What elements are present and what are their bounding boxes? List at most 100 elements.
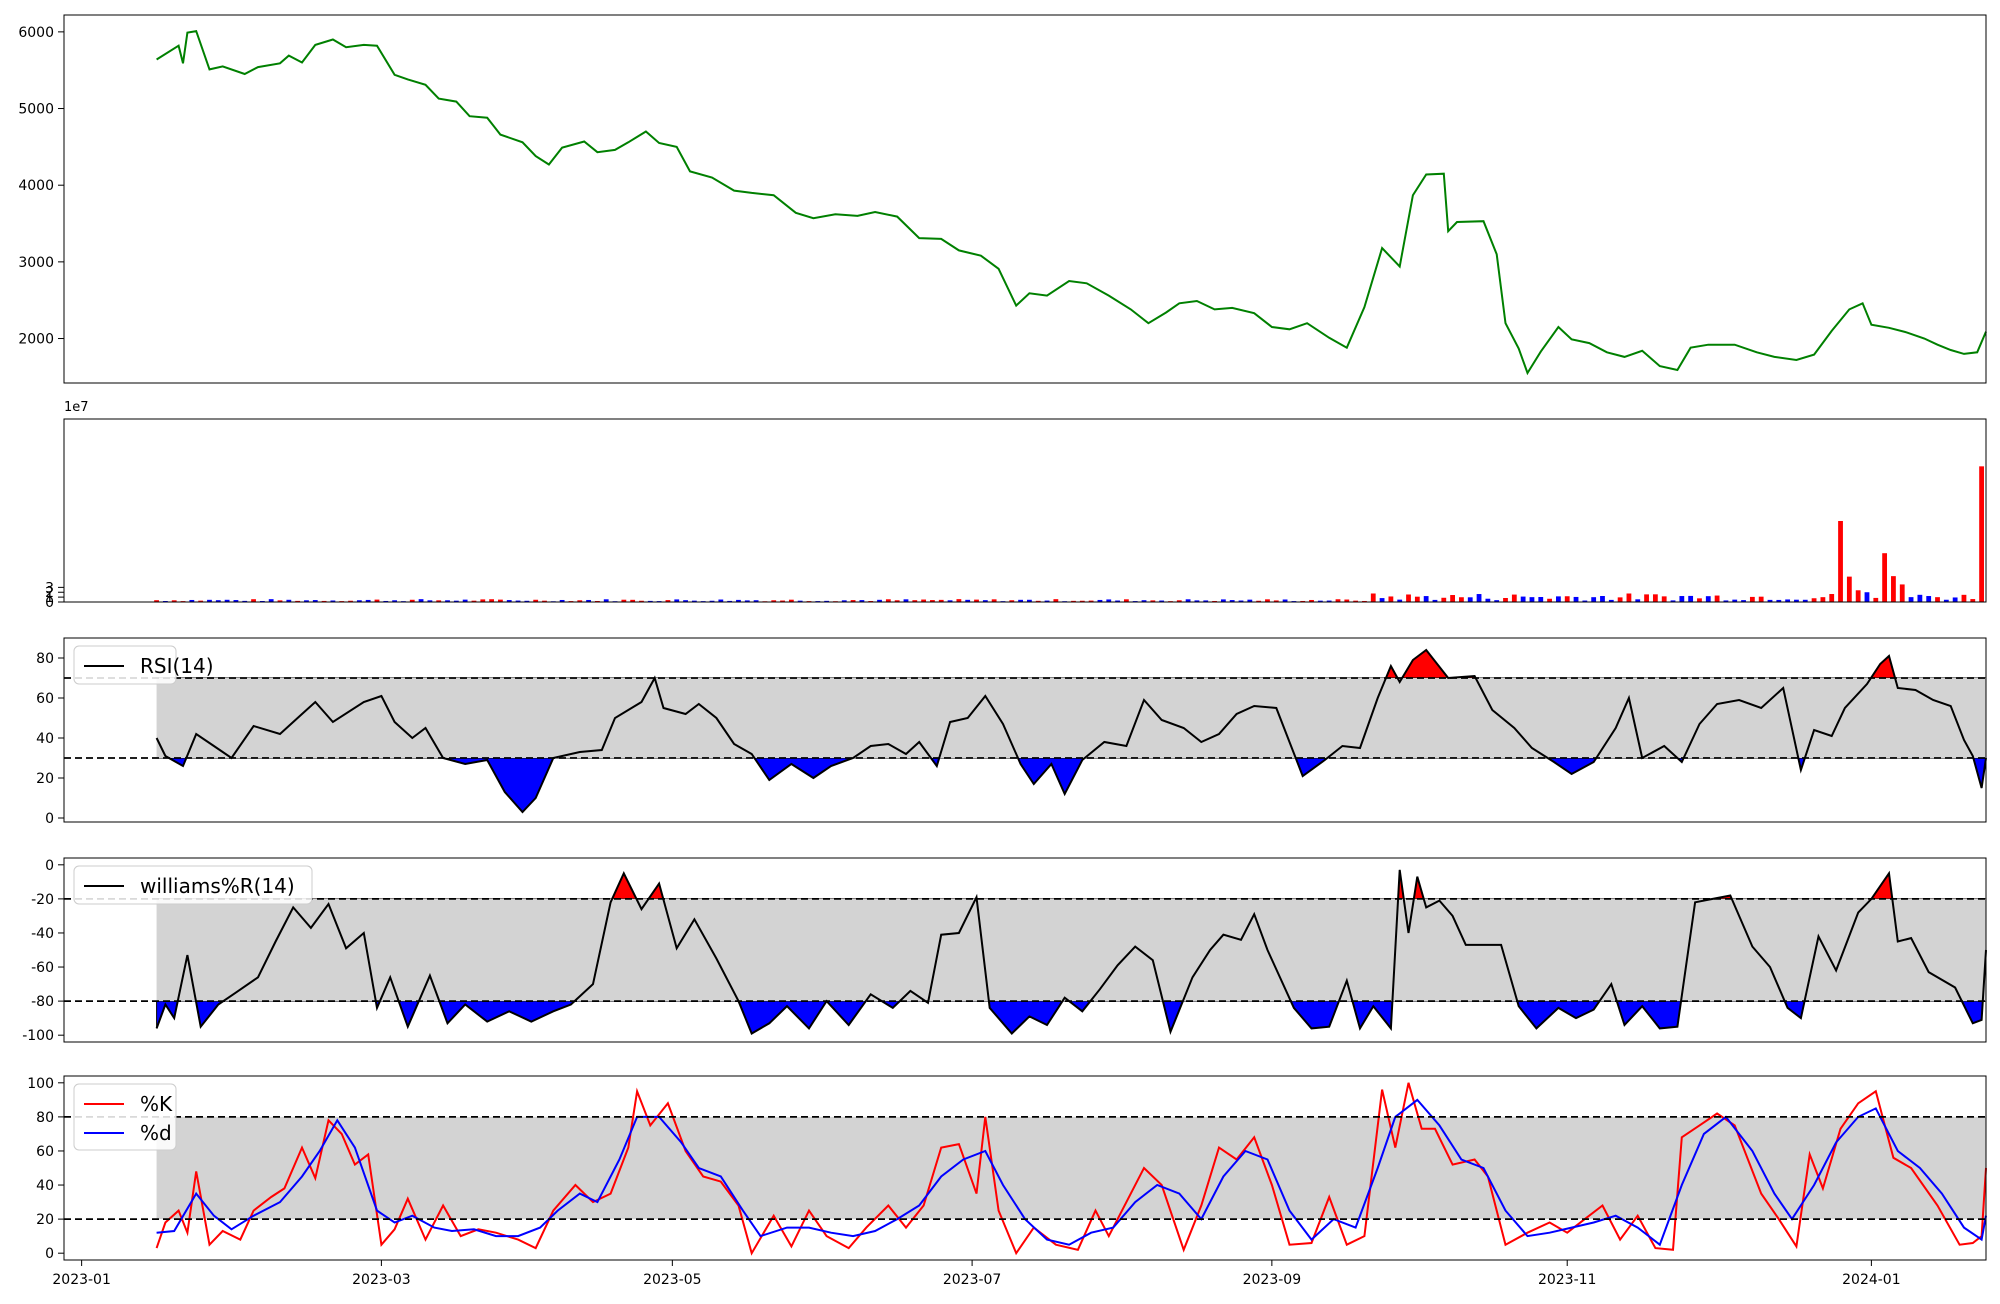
volume-bar — [621, 599, 627, 602]
volume-bar — [780, 600, 785, 602]
volume-bar — [930, 600, 935, 602]
volume-bar — [1362, 600, 1367, 602]
axes-frame — [63, 14, 1987, 384]
volume-bar — [1573, 596, 1579, 602]
volume-bar — [885, 599, 891, 602]
neutral-band — [156, 1116, 1987, 1220]
volume-bar — [533, 599, 539, 602]
x-tick-label: 2023-07 — [943, 1272, 1002, 1288]
volume-bar — [1423, 596, 1429, 602]
volume-bar — [198, 600, 204, 602]
volume-bar — [1935, 597, 1940, 602]
volume-bar — [982, 600, 988, 602]
volume-bar — [1388, 596, 1394, 602]
y-tick-label: 1 — [45, 590, 54, 606]
volume-bar — [409, 599, 415, 602]
volume-bar — [1194, 600, 1200, 602]
volume-bar — [991, 599, 997, 602]
volume-bar — [1776, 599, 1782, 602]
volume-bar — [894, 600, 900, 602]
volume-bar — [1256, 600, 1262, 602]
volume-bar — [665, 600, 671, 602]
volume-bar — [321, 600, 327, 602]
volume-bar — [1714, 595, 1720, 602]
x-tick-label: 2023-11 — [1538, 1272, 1597, 1288]
volume-bar — [1538, 597, 1544, 602]
y-tick-label: 0 — [45, 1246, 54, 1262]
volume-bar — [330, 600, 336, 602]
volume-bar — [674, 599, 680, 602]
volume-bar — [462, 599, 468, 602]
x-tick-label: 2024-01 — [1842, 1272, 1901, 1288]
volume-bar — [1203, 600, 1209, 602]
volume-bar — [1864, 592, 1870, 602]
volume-bar — [1873, 597, 1879, 602]
volume-bar — [489, 599, 495, 602]
volume-bar — [154, 600, 159, 602]
y-tick-label: 100 — [27, 1076, 54, 1092]
volume-bar — [1741, 600, 1746, 602]
y-tick-label: 60 — [36, 691, 54, 707]
y-tick-label: 4000 — [18, 178, 54, 194]
volume-bar — [498, 599, 503, 602]
axes-frame — [63, 857, 1987, 1043]
axes-frame — [63, 637, 1987, 823]
volume-bar — [1926, 596, 1932, 602]
volume-bar — [1979, 466, 1984, 602]
volume-bar — [1564, 596, 1570, 602]
y-tick-label: -60 — [31, 960, 54, 976]
volume-bar — [1326, 600, 1332, 602]
volume-bar — [242, 600, 248, 602]
volume-bar — [1644, 594, 1649, 602]
y-tick-label: -100 — [22, 1028, 54, 1044]
volume-bar — [1282, 599, 1288, 602]
volume-bar — [286, 599, 292, 602]
volume-bar — [788, 599, 794, 602]
volume-bar — [1555, 596, 1561, 602]
y-tick-label: 40 — [36, 731, 54, 747]
volume-bar — [586, 599, 591, 602]
volume-bar — [1882, 553, 1888, 602]
volume-bar — [312, 600, 318, 602]
volume-bar — [1943, 599, 1949, 602]
volume-bar — [1494, 600, 1500, 602]
volume-bar — [1335, 599, 1341, 602]
volume-bar — [1353, 600, 1359, 602]
volume-bar — [251, 599, 256, 602]
volume-bar — [1141, 600, 1147, 602]
volume-bar — [903, 599, 909, 602]
volume-bar — [1459, 597, 1464, 602]
y-tick-label: 0 — [45, 858, 54, 874]
volume-bar — [1961, 594, 1967, 602]
volume-bar — [1009, 600, 1015, 602]
rsi-line — [155, 648, 1987, 814]
volume-bar — [304, 600, 309, 602]
volume-bar — [1150, 600, 1156, 602]
y-tick-label: -80 — [31, 994, 54, 1010]
volume-bar — [753, 600, 759, 602]
volume-bar — [1626, 593, 1632, 602]
volume-bar — [1785, 599, 1791, 602]
volume-bar — [1670, 600, 1676, 602]
volume-bar — [1397, 599, 1403, 602]
volume-bar — [295, 600, 301, 602]
x-tick-label: 2023-01 — [52, 1272, 111, 1288]
y-tick-label: 60 — [36, 1144, 54, 1160]
volume-bar — [1467, 597, 1473, 602]
volume-bar — [718, 599, 724, 602]
volume-bar — [797, 600, 803, 602]
volume-bar — [683, 600, 688, 602]
price-line — [156, 29, 1987, 376]
volume-bar — [542, 600, 547, 602]
volume-bar — [1370, 593, 1376, 602]
volume-bar — [1829, 594, 1835, 602]
y-tick-label: 2000 — [18, 332, 54, 348]
volume-bar — [709, 600, 715, 602]
volume-bar — [1432, 599, 1438, 602]
volume-bar — [1697, 598, 1702, 602]
stoch-d-line — [156, 1098, 1987, 1247]
y-tick-label: 40 — [36, 1178, 54, 1194]
volume-bar — [1053, 599, 1059, 602]
volume-bar — [744, 600, 750, 602]
neutral-band — [156, 898, 1987, 1002]
